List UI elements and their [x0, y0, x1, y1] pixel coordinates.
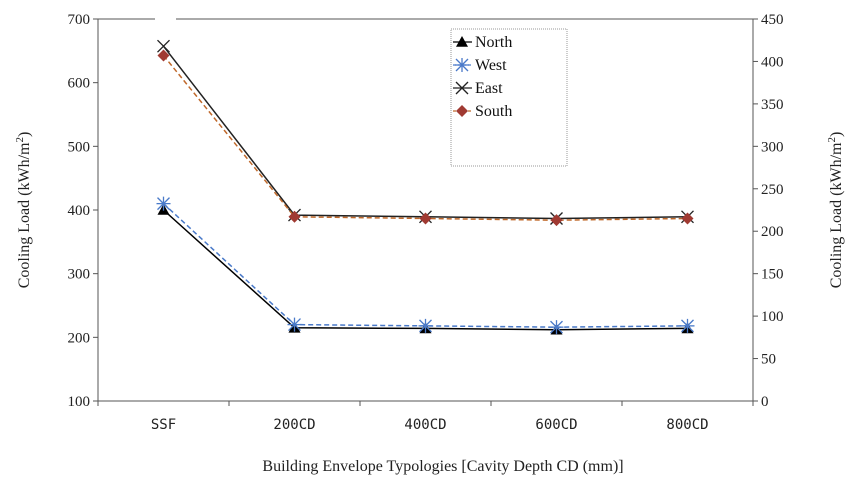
legend-item-west: West — [453, 57, 507, 74]
left-y-axis-title: Cooling Load (kWh/m2) — [14, 132, 33, 289]
right-y-tick-label: 150 — [761, 267, 784, 283]
left-y-tick-label: 200 — [68, 330, 91, 346]
right-y-axis-title-sup: 2 — [826, 137, 838, 143]
series-west — [156, 196, 695, 335]
x-tick-label: 600CD — [535, 417, 577, 433]
point-marker — [287, 317, 302, 332]
series-line-east — [162, 45, 688, 220]
series-layer — [156, 39, 695, 335]
point-marker — [288, 210, 301, 223]
legend-item-north: North — [453, 34, 512, 51]
series-east — [157, 39, 694, 225]
series-line-north — [162, 209, 688, 331]
left-y-tick-label: 300 — [68, 267, 91, 283]
x-tick-label: SSF — [151, 417, 176, 433]
point-marker — [419, 212, 432, 225]
right-y-axis-title: Cooling Load (kWh/m2) — [826, 132, 845, 289]
right-y-tick-label: 350 — [761, 97, 784, 113]
point-marker — [418, 318, 433, 333]
legend: North West East South — [450, 28, 568, 167]
point-marker — [549, 320, 564, 335]
legend-label: West — [475, 57, 507, 74]
x-tick-label: 400CD — [404, 417, 446, 433]
left-y-tick-label: 100 — [68, 394, 91, 410]
right-y-tick-label: 450 — [761, 12, 784, 28]
legend-item-south: South — [453, 103, 512, 120]
series-line-south — [162, 55, 688, 221]
point-marker — [550, 214, 563, 227]
right-y-tick-label: 400 — [761, 54, 784, 70]
left-y-axis-title-sup: 2 — [14, 137, 26, 143]
left-y-tick-label: 500 — [68, 139, 91, 155]
legend-label: South — [475, 103, 512, 120]
right-y-tick-label: 300 — [761, 139, 784, 155]
right-y-tick-label: 250 — [761, 182, 784, 198]
point-marker — [157, 49, 170, 62]
point-marker — [680, 318, 695, 333]
left-y-axis: 100 200 300 400 500 600 700 — [68, 12, 98, 410]
point-marker — [455, 81, 469, 95]
right-y-tick-label: 0 — [761, 394, 769, 410]
series-south — [157, 49, 694, 227]
right-y-tick-label: 200 — [761, 224, 784, 240]
legend-label: North — [475, 34, 512, 51]
x-axis: SSF 200CD 400CD 600CD 800CD — [97, 401, 754, 433]
point-marker — [456, 36, 468, 47]
right-y-axis: 0 50 100 150 200 250 300 350 400 450 — [753, 12, 784, 410]
legend-label: East — [475, 80, 503, 97]
legend-item-east: East — [453, 80, 503, 97]
plot-area — [97, 18, 754, 402]
right-y-tick-label: 100 — [761, 309, 784, 325]
point-marker — [156, 196, 171, 211]
left-y-tick-label: 700 — [68, 12, 91, 28]
point-marker — [456, 105, 468, 117]
x-tick-label: 200CD — [273, 417, 315, 433]
right-y-tick-label: 50 — [761, 352, 776, 368]
left-y-tick-label: 400 — [68, 203, 91, 219]
legend-box — [450, 28, 568, 167]
point-marker — [455, 58, 469, 72]
x-tick-label: 800CD — [666, 417, 708, 433]
x-axis-title: Building Envelope Typologies [Cavity Dep… — [262, 458, 623, 475]
left-y-tick-label: 600 — [68, 76, 91, 92]
point-marker — [157, 39, 170, 53]
series-line-west — [162, 203, 688, 328]
point-marker — [681, 212, 694, 225]
